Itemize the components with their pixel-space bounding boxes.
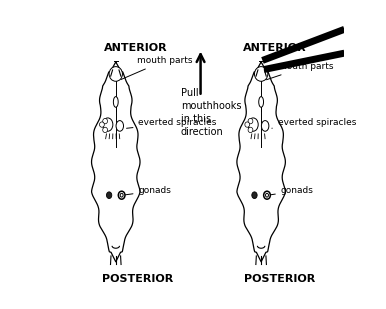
Ellipse shape <box>100 122 104 127</box>
Ellipse shape <box>252 192 257 198</box>
Text: gonads: gonads <box>125 186 171 195</box>
Ellipse shape <box>248 118 253 124</box>
Ellipse shape <box>248 118 258 131</box>
Ellipse shape <box>245 122 250 127</box>
Polygon shape <box>237 62 285 262</box>
Ellipse shape <box>113 97 118 107</box>
Text: POSTERIOR: POSTERIOR <box>102 274 173 284</box>
Ellipse shape <box>266 193 268 197</box>
Ellipse shape <box>120 193 123 197</box>
Text: ANTERIOR: ANTERIOR <box>104 43 167 53</box>
Text: Pull
mouthhooks
in this
direction: Pull mouthhooks in this direction <box>181 88 241 138</box>
Text: everted spiracles: everted spiracles <box>272 118 356 128</box>
Text: mouth parts: mouth parts <box>121 56 193 79</box>
Ellipse shape <box>109 67 122 81</box>
Ellipse shape <box>254 67 268 81</box>
Ellipse shape <box>116 121 124 131</box>
Polygon shape <box>91 62 140 262</box>
Text: everted spiracles: everted spiracles <box>127 118 217 128</box>
Ellipse shape <box>261 121 269 131</box>
Ellipse shape <box>264 191 270 199</box>
Ellipse shape <box>259 97 264 107</box>
Text: POSTERIOR: POSTERIOR <box>244 274 316 284</box>
Ellipse shape <box>103 118 113 131</box>
Ellipse shape <box>103 118 108 124</box>
Text: mouth parts: mouth parts <box>266 62 333 80</box>
Ellipse shape <box>248 127 253 133</box>
Ellipse shape <box>103 127 108 133</box>
Ellipse shape <box>107 192 112 198</box>
Text: ANTERIOR: ANTERIOR <box>243 43 306 53</box>
Text: gonads: gonads <box>271 186 314 195</box>
Ellipse shape <box>119 191 125 199</box>
